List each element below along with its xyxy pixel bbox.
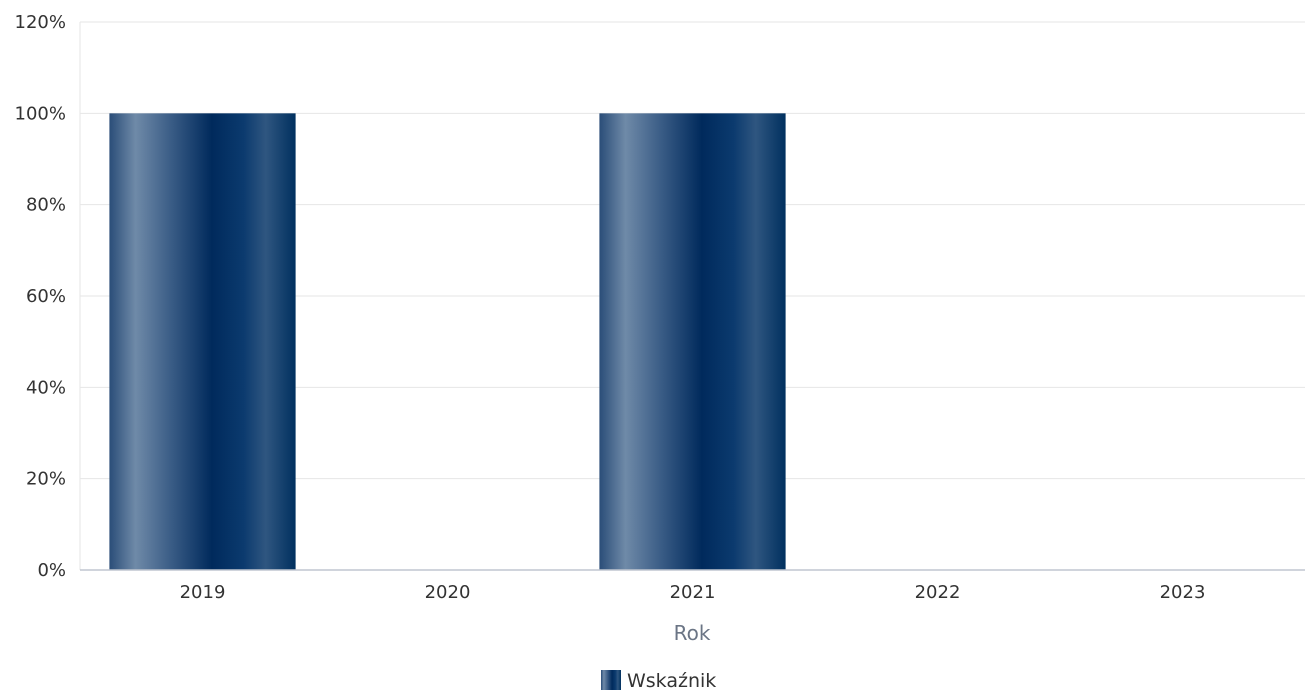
y-tick-label: 100% xyxy=(15,103,66,124)
legend[interactable]: Wskaźnik xyxy=(601,670,716,692)
x-axis-ticks: 2019 2020 2021 2022 2023 xyxy=(180,582,1206,603)
y-tick-label: 40% xyxy=(26,377,66,398)
y-tick-label: 20% xyxy=(26,469,66,490)
legend-label: Wskaźnik xyxy=(627,670,716,692)
y-tick-label: 0% xyxy=(37,560,66,581)
bar-2021[interactable] xyxy=(599,113,786,570)
x-axis-title: Rok xyxy=(674,621,711,645)
x-tick-label: 2020 xyxy=(425,582,471,603)
y-axis-ticks: 0% 20% 40% 60% 80% 100% 120% xyxy=(15,12,66,581)
bar-2019[interactable] xyxy=(109,113,296,570)
y-tick-label: 60% xyxy=(26,286,66,307)
y-tick-label: 120% xyxy=(15,12,66,33)
x-tick-label: 2019 xyxy=(180,582,226,603)
bars xyxy=(109,113,786,570)
x-tick-label: 2023 xyxy=(1160,582,1206,603)
legend-swatch xyxy=(601,670,621,690)
x-tick-label: 2021 xyxy=(670,582,716,603)
y-tick-label: 80% xyxy=(26,195,66,216)
x-tick-label: 2022 xyxy=(915,582,961,603)
